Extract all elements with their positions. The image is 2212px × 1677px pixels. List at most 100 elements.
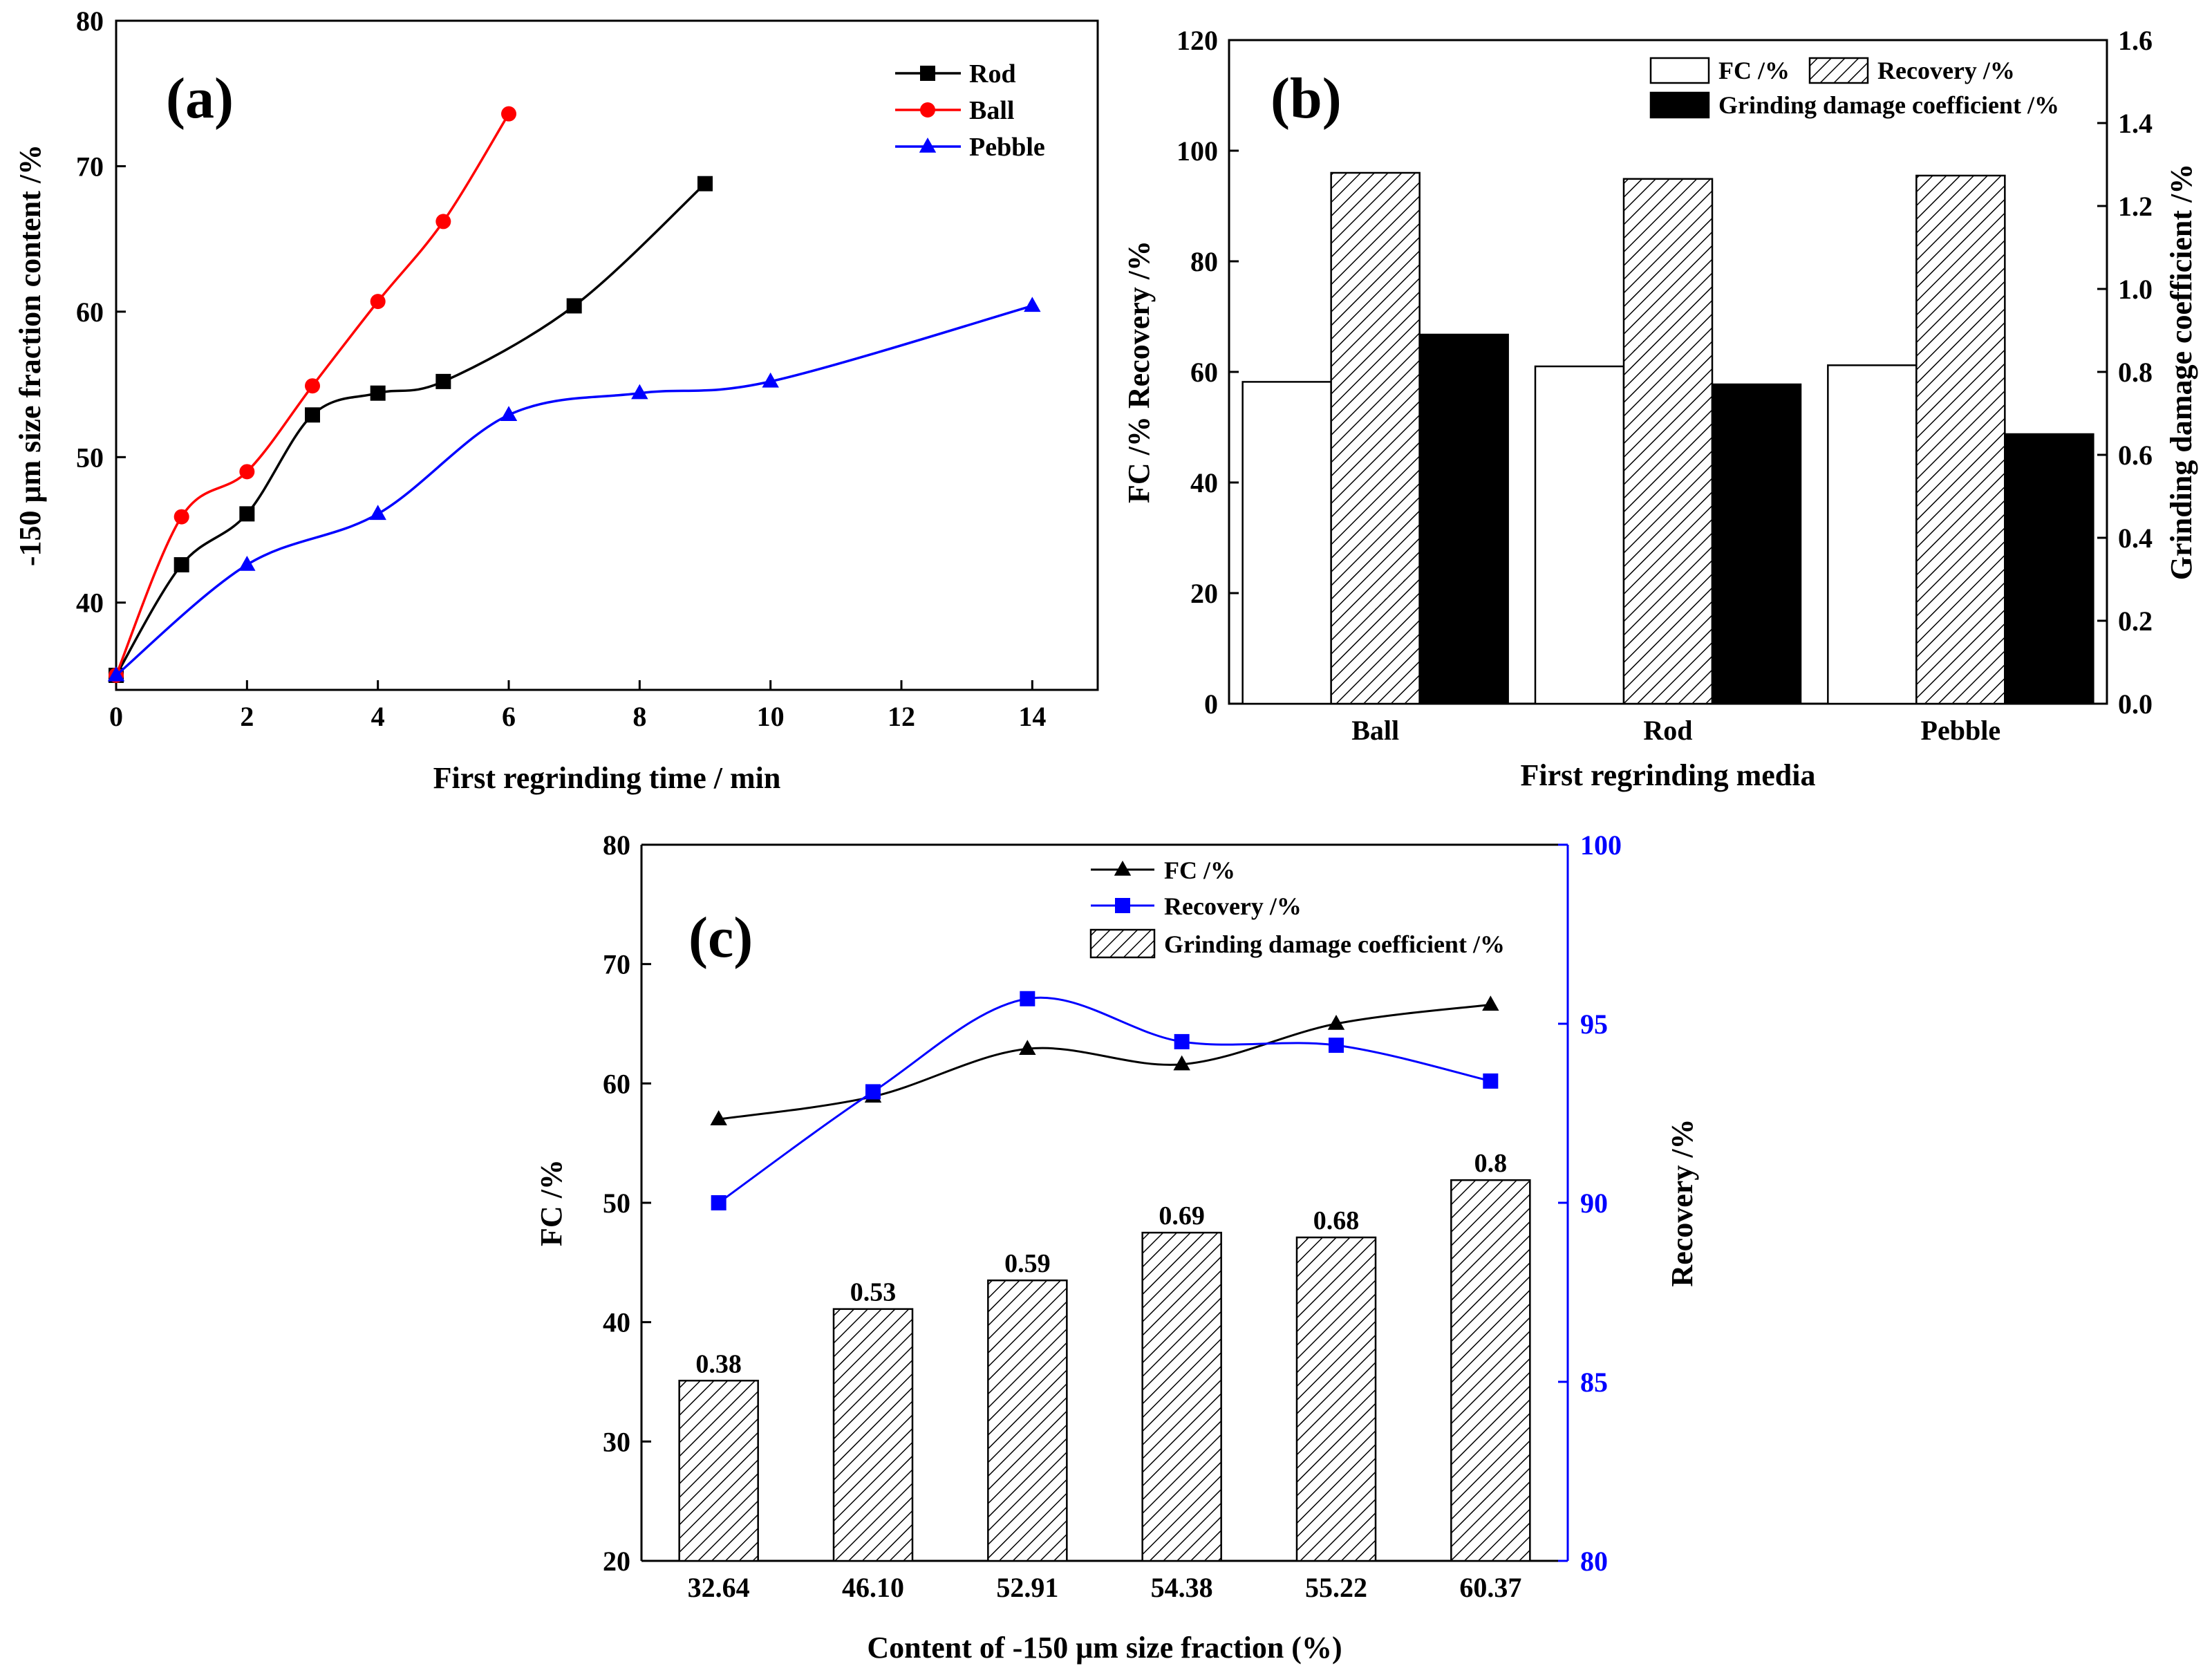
- panel-c-right-tick-label: 90: [1580, 1188, 1608, 1219]
- panel-a-point-pebble: [1024, 297, 1041, 312]
- panel-c-x-tick-label: 60.37: [1459, 1572, 1521, 1603]
- panel-a-x-tick-label: 4: [371, 701, 385, 732]
- panel-b-left-tick-label: 40: [1190, 467, 1218, 498]
- panel-a-x-axis-label: First regrinding time / min: [433, 761, 781, 795]
- panel-c-bar-damage: [1141, 1231, 1222, 1562]
- panel-c-x-tick-label: 32.64: [688, 1572, 750, 1603]
- panel-c-bar-damage: [678, 1380, 759, 1562]
- panel-a-legend-marker-rod: [920, 66, 935, 81]
- panel-c-legend-label-fc: FC /%: [1164, 856, 1235, 884]
- panel-a-x-tick-label: 2: [240, 701, 254, 732]
- panel-c-bar-damage: [832, 1308, 914, 1562]
- panel-b-legend-swatch: [1808, 57, 1869, 84]
- panel-b-left-tick-label: 120: [1177, 25, 1218, 56]
- panel-a-point-rod: [370, 385, 386, 401]
- panel-a-point-ball: [370, 294, 386, 310]
- panel-a-point-ball: [305, 378, 320, 394]
- panel-a-legend-label-pebble: Pebble: [969, 133, 1045, 162]
- panel-b-left-tick-label: 100: [1177, 135, 1218, 167]
- panel-a-plot-frame: [115, 19, 1099, 691]
- panel-c-point-fc: [1173, 1055, 1190, 1071]
- panel-a-x-tick-label: 12: [888, 701, 915, 732]
- panel-c-left-tick-label: 50: [603, 1188, 630, 1219]
- panel-b-right-tick-label: 1.4: [2118, 108, 2153, 139]
- panel-b-bar-recovery: [1622, 178, 1714, 705]
- panel-a-point-rod: [566, 298, 582, 314]
- panel-a-legend-label-rod: Rod: [969, 59, 1016, 88]
- panel-c-point-fc: [1327, 1014, 1345, 1030]
- panel-c-legend-label-recovery: Recovery /%: [1164, 892, 1302, 920]
- panel-a-point-pebble: [762, 372, 779, 388]
- panel-a-y-tick-label: 70: [76, 151, 104, 182]
- panel-c-point-fc: [1019, 1040, 1036, 1055]
- panel-c-bar-value-label: 0.38: [695, 1349, 742, 1378]
- panel-c-bar-damage: [987, 1279, 1068, 1562]
- panel-b-bar-damage: [2004, 433, 2094, 705]
- panel-c-right-tick-label: 80: [1580, 1546, 1608, 1577]
- panel-b-right-tick-label: 0.0: [2118, 688, 2153, 720]
- panel-b-right-tick-label: 0.2: [2118, 606, 2153, 637]
- panel-b-x-tick-label: Rod: [1643, 715, 1692, 746]
- panel-a-point-pebble: [631, 384, 648, 400]
- panel-a-x-tick-label: 8: [632, 701, 646, 732]
- panel-a-legend-marker-pebble: [919, 137, 937, 153]
- panel-b-right-tick-label: 0.6: [2118, 440, 2153, 471]
- panel-c-bar-value-label: 0.8: [1474, 1149, 1508, 1178]
- panel-c-right-tick-label: 95: [1580, 1009, 1608, 1040]
- panel-a-y-tick-label: 40: [76, 588, 104, 619]
- panel-c-legend-marker-recovery: [1115, 898, 1130, 913]
- panel-b-left-tick-label: 0: [1204, 688, 1218, 720]
- panel-a-point-ball: [239, 464, 255, 480]
- panel-a-x-tick-label: 14: [1018, 701, 1046, 732]
- panel-b-legend-label: Recovery /%: [1877, 57, 2015, 84]
- panel-a-point-rod: [697, 176, 713, 191]
- panel-b-right-axis-label: Grinding damage coefficient /%: [2164, 164, 2198, 581]
- panel-c-right-tick-label: 100: [1580, 830, 1622, 861]
- panel-b-bar-damage: [1418, 333, 1509, 705]
- panel-a-x-tick-label: 6: [502, 701, 516, 732]
- panel-a-y-tick-label: 80: [76, 6, 104, 37]
- panel-a-x-tick-label: 0: [109, 701, 123, 732]
- panel-b-x-tick-label: Pebble: [1921, 715, 2001, 746]
- panel-a-point-pebble: [369, 505, 386, 521]
- panel-a-y-axis-label: -150 μm size fraction content /%: [13, 144, 47, 566]
- panel-c-bar-damage: [1295, 1236, 1377, 1562]
- panel-b-x-axis-label: First regrinding media: [1521, 758, 1816, 792]
- panel-a-point-rod: [174, 557, 189, 573]
- panel-a-y-tick-label: 60: [76, 297, 104, 328]
- panel-c-bar-value-label: 0.68: [1313, 1206, 1360, 1235]
- panel-c-series-line-recovery: [718, 996, 1491, 1204]
- panel-b-right-tick-label: 1.6: [2118, 25, 2153, 56]
- panel-c-bar-damage: [1450, 1179, 1531, 1562]
- panel-a-point-ball: [501, 106, 516, 122]
- panel-c-x-axis-label: Content of -150 μm size fraction (%): [867, 1631, 1342, 1665]
- panel-c-x-tick-label: 46.10: [842, 1572, 904, 1603]
- panel-b-right-tick-label: 1.0: [2118, 274, 2153, 305]
- panel-c-label: (c): [688, 906, 753, 970]
- panel-b-bar-fc: [1534, 365, 1625, 705]
- panel-b-right-tick-label: 1.2: [2118, 191, 2153, 222]
- panel-a-legend-marker-ball: [920, 102, 935, 118]
- panel-a-series-line-rod: [115, 182, 706, 676]
- panel-a-point-pebble: [500, 406, 518, 421]
- panel-c-left-tick-label: 20: [603, 1546, 630, 1577]
- panel-c-point-recovery: [1174, 1033, 1190, 1049]
- panel-c-left-axis-label: FC /%: [534, 1159, 568, 1246]
- panel-c-x-tick-label: 52.91: [996, 1572, 1058, 1603]
- panel-a-point-ball: [435, 214, 451, 229]
- panel-b-left-tick-label: 20: [1190, 578, 1218, 609]
- panel-c-right-tick-label: 85: [1580, 1367, 1608, 1398]
- panel-a-x-tick-label: 10: [757, 701, 785, 732]
- panel-c-point-recovery: [1483, 1073, 1499, 1089]
- panel-c-point-recovery: [865, 1084, 881, 1100]
- panel-c-bar-value-label: 0.69: [1159, 1201, 1205, 1230]
- panel-b-bar-fc: [1827, 364, 1918, 705]
- panel-c-bar-value-label: 0.59: [1004, 1249, 1051, 1278]
- panel-b-legend-swatch: [1649, 91, 1710, 119]
- panel-c-point-recovery: [1329, 1038, 1344, 1053]
- panel-a-point-pebble: [238, 555, 256, 571]
- panel-c-left-tick-label: 60: [603, 1068, 630, 1099]
- panel-b-label: (b): [1271, 66, 1342, 131]
- panel-b-right-tick-label: 0.8: [2118, 357, 2153, 388]
- panel-a-point-rod: [239, 506, 255, 522]
